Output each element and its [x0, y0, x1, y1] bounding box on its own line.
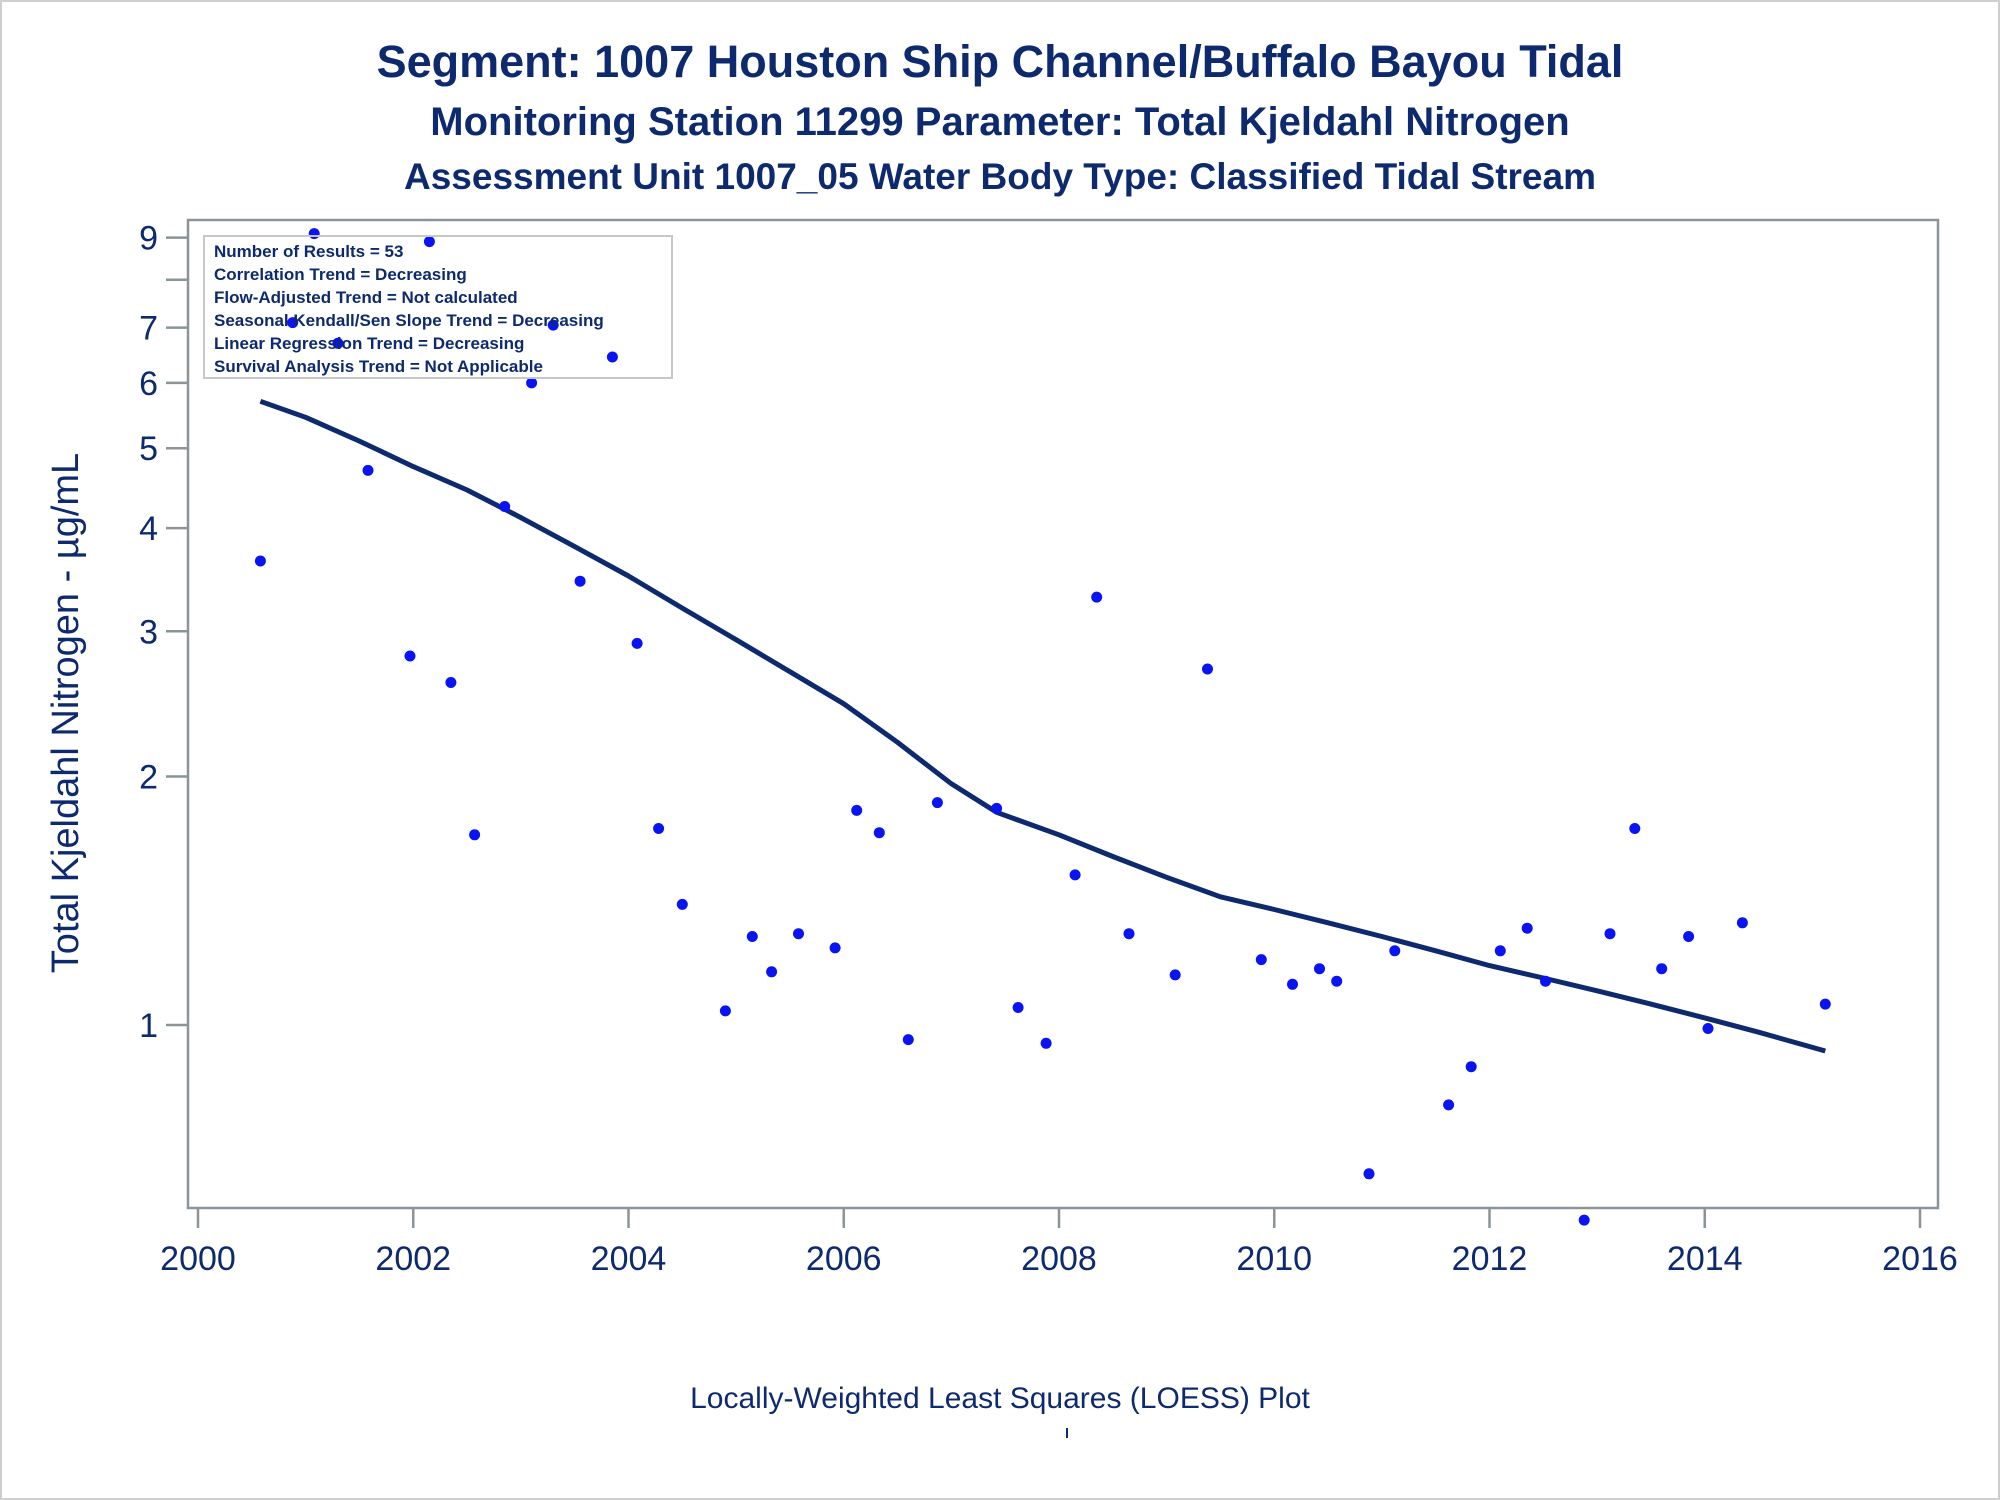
y-tick-label: 5 — [139, 430, 158, 468]
data-point — [1069, 869, 1081, 881]
data-point — [1629, 823, 1641, 834]
data-point — [631, 637, 643, 649]
x-tick-label: 2000 — [160, 1240, 236, 1278]
data-point — [1702, 1023, 1714, 1034]
x-tick-label: 2016 — [1882, 1240, 1958, 1278]
data-point — [1040, 1037, 1052, 1049]
data-point — [1443, 1099, 1455, 1111]
data-point — [1123, 928, 1135, 940]
data-point — [1540, 975, 1551, 987]
data-point — [766, 966, 778, 978]
y-tick-label: 3 — [139, 613, 158, 651]
data-point — [404, 650, 416, 662]
x-tick-label: 2008 — [1021, 1240, 1097, 1278]
data-point — [526, 377, 538, 389]
stats-legend-box: Number of Results = 53 Correlation Trend… — [203, 235, 673, 379]
y-axis-label: Total Kjeldahl Nitrogen - µg/mL — [45, 453, 87, 973]
data-point — [1494, 945, 1506, 957]
x-tick-label: 2014 — [1667, 1240, 1743, 1278]
stats-correlation-trend: Correlation Trend = Decreasing — [214, 265, 467, 284]
data-point — [1363, 1168, 1375, 1180]
data-point — [362, 464, 374, 476]
plot-border — [186, 218, 1940, 1210]
loess-series — [259, 398, 1826, 1054]
data-point — [991, 802, 1003, 814]
data-point — [574, 575, 586, 587]
data-point — [1578, 1214, 1590, 1226]
data-point — [332, 337, 344, 349]
data-point — [1287, 978, 1298, 990]
data-point — [873, 827, 885, 839]
data-point — [445, 677, 457, 688]
stats-seasonal-kendall-trend: Seasonal Kendall/Sen Slope Trend = Decre… — [214, 311, 604, 330]
footnote-tick — [1066, 1428, 1068, 1438]
y-tick-label: 9 — [139, 220, 158, 258]
x-tick-label: 2012 — [1452, 1240, 1528, 1278]
y-tick-label: 4 — [139, 510, 158, 548]
data-points — [254, 228, 1831, 1226]
data-point — [829, 942, 841, 954]
y-axis: 1 2 3 4 5 6 7 9 — [139, 220, 188, 1045]
x-tick-label: 2004 — [591, 1240, 667, 1278]
data-point — [1389, 945, 1401, 957]
data-point — [606, 351, 618, 363]
data-point — [1683, 931, 1695, 942]
data-point — [1656, 963, 1668, 975]
chart-title: Segment: 1007 Houston Ship Channel/Buffa… — [376, 36, 1624, 87]
x-axis: 2000 2002 2004 2006 2008 2010 2012 2014 2016 — [160, 1208, 1958, 1278]
data-point — [1604, 928, 1616, 940]
stats-flow-adjusted-trend: Flow-Adjusted Trend = Not calculated — [214, 288, 518, 307]
data-point — [719, 1005, 731, 1017]
stats-number-of-results: Number of Results = 53 — [214, 242, 403, 261]
data-point — [931, 797, 943, 809]
data-point — [1169, 969, 1181, 981]
data-point — [902, 1034, 914, 1046]
y-tick-label: 2 — [139, 759, 158, 797]
chart-subtitle-assessment: Assessment Unit 1007_05 Water Body Type:… — [404, 156, 1596, 197]
data-point — [499, 501, 511, 512]
x-tick-label: 2002 — [375, 1240, 451, 1278]
data-point — [851, 804, 863, 816]
y-tick-label: 6 — [139, 365, 158, 403]
data-point — [1819, 998, 1831, 1010]
footnote: Locally-Weighted Least Squares (LOESS) P… — [690, 1382, 1310, 1415]
data-point — [287, 317, 299, 329]
data-point — [1314, 963, 1325, 975]
x-tick-label: 2006 — [806, 1240, 882, 1278]
stats-linear-regression-trend: Linear Regression Trend = Decreasing — [214, 334, 524, 353]
data-point — [1012, 1002, 1024, 1013]
y-tick-label: 1 — [139, 1007, 158, 1045]
data-point — [1202, 663, 1213, 675]
chart-subtitle: Monitoring Station 11299 Parameter: Tota… — [430, 100, 1570, 144]
data-point — [1465, 1061, 1477, 1073]
stats-survival-analysis-trend: Survival Analysis Trend = Not Applicable — [214, 357, 543, 376]
data-point — [746, 931, 758, 942]
data-point — [1331, 975, 1343, 987]
data-point — [547, 319, 559, 331]
data-point — [676, 898, 688, 910]
data-point — [793, 928, 804, 940]
data-point — [1521, 922, 1533, 934]
stats-legend-border — [203, 235, 673, 379]
data-point — [653, 823, 665, 834]
data-point — [308, 228, 320, 240]
x-tick-label: 2010 — [1236, 1240, 1312, 1278]
data-point — [1255, 954, 1267, 966]
loess-line — [259, 398, 1826, 1054]
data-point — [254, 555, 266, 567]
data-point — [1736, 917, 1748, 929]
y-tick-label: 7 — [139, 310, 158, 348]
data-point — [423, 236, 435, 248]
data-point — [1091, 591, 1103, 603]
data-point — [469, 829, 481, 841]
